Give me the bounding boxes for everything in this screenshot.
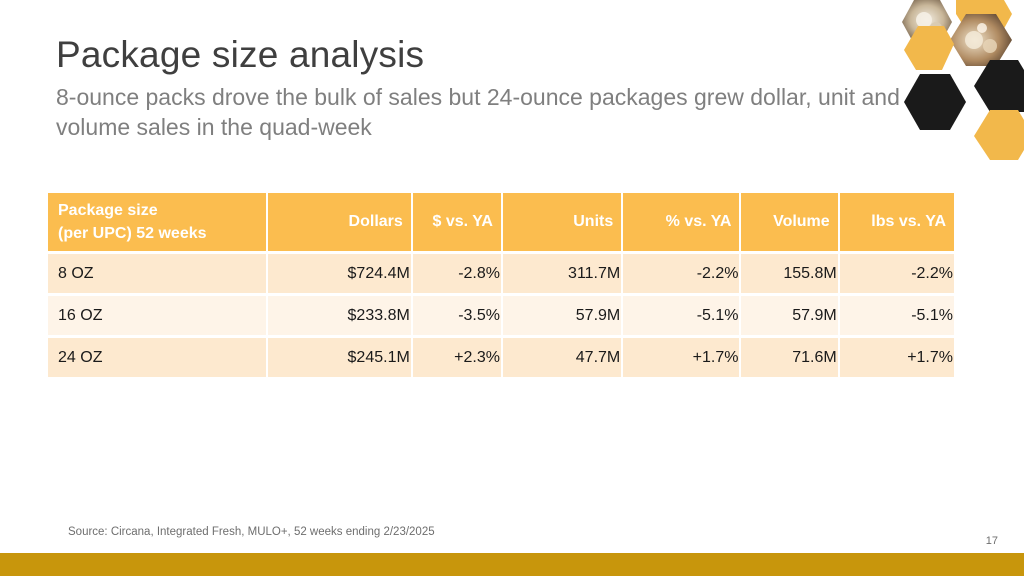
cell-size: 8 OZ <box>48 254 267 293</box>
cell-units-vs-ya: -5.1% <box>623 296 740 335</box>
cell-dollars-vs-ya: +2.3% <box>412 338 501 377</box>
table-header-row: Package size (per UPC) 52 weeks Dollars … <box>48 193 954 251</box>
header-dollars-vs-ya: $ vs. YA <box>412 193 501 251</box>
cell-units: 311.7M <box>502 254 622 293</box>
header-volume: Volume <box>741 193 838 251</box>
page-number: 17 <box>985 535 998 547</box>
cell-size: 24 OZ <box>48 338 267 377</box>
cell-volume: 71.6M <box>741 338 838 377</box>
cell-dollars: $233.8M <box>268 296 411 335</box>
header-package-line2: (per UPC) 52 weeks <box>58 225 207 242</box>
slide-title: Package size analysis <box>56 34 425 75</box>
package-size-table: Package size (per UPC) 52 weeks Dollars … <box>46 190 956 380</box>
gold-hexagon <box>904 26 954 70</box>
header-dollars: Dollars <box>268 193 411 251</box>
gold-hexagon <box>974 110 1024 160</box>
cell-size: 16 OZ <box>48 296 267 335</box>
cell-dollars: $724.4M <box>268 254 411 293</box>
cell-dollars: $245.1M <box>268 338 411 377</box>
header-package-line1: Package size <box>58 202 158 219</box>
slide-subtitle: 8-ounce packs drove the bulk of sales bu… <box>56 84 900 140</box>
cell-volume: 57.9M <box>741 296 838 335</box>
cell-dollars-vs-ya: -3.5% <box>412 296 501 335</box>
header-units: Units <box>502 193 622 251</box>
black-hexagon <box>904 74 966 130</box>
source-note: Source: Circana, Integrated Fresh, MULO+… <box>68 526 435 538</box>
black-hexagon <box>974 60 1024 112</box>
cell-units: 57.9M <box>502 296 622 335</box>
cell-units: 47.7M <box>502 338 622 377</box>
header-package-size: Package size (per UPC) 52 weeks <box>48 193 267 251</box>
cell-volume: 155.8M <box>741 254 838 293</box>
cell-volume-vs-ya: -5.1% <box>839 296 954 335</box>
bottom-accent-bar <box>0 553 1024 576</box>
header-units-vs-ya: % vs. YA <box>623 193 740 251</box>
table-row: 16 OZ $233.8M -3.5% 57.9M -5.1% 57.9M -5… <box>48 296 954 335</box>
hexagon-photo-collage <box>902 0 1024 160</box>
cell-units-vs-ya: +1.7% <box>623 338 740 377</box>
table-row: 8 OZ $724.4M -2.8% 311.7M -2.2% 155.8M -… <box>48 254 954 293</box>
cell-volume-vs-ya: -2.2% <box>839 254 954 293</box>
cell-units-vs-ya: -2.2% <box>623 254 740 293</box>
cell-dollars-vs-ya: -2.8% <box>412 254 501 293</box>
table-row: 24 OZ $245.1M +2.3% 47.7M +1.7% 71.6M +1… <box>48 338 954 377</box>
cell-volume-vs-ya: +1.7% <box>839 338 954 377</box>
header-volume-vs-ya: lbs vs. YA <box>839 193 954 251</box>
